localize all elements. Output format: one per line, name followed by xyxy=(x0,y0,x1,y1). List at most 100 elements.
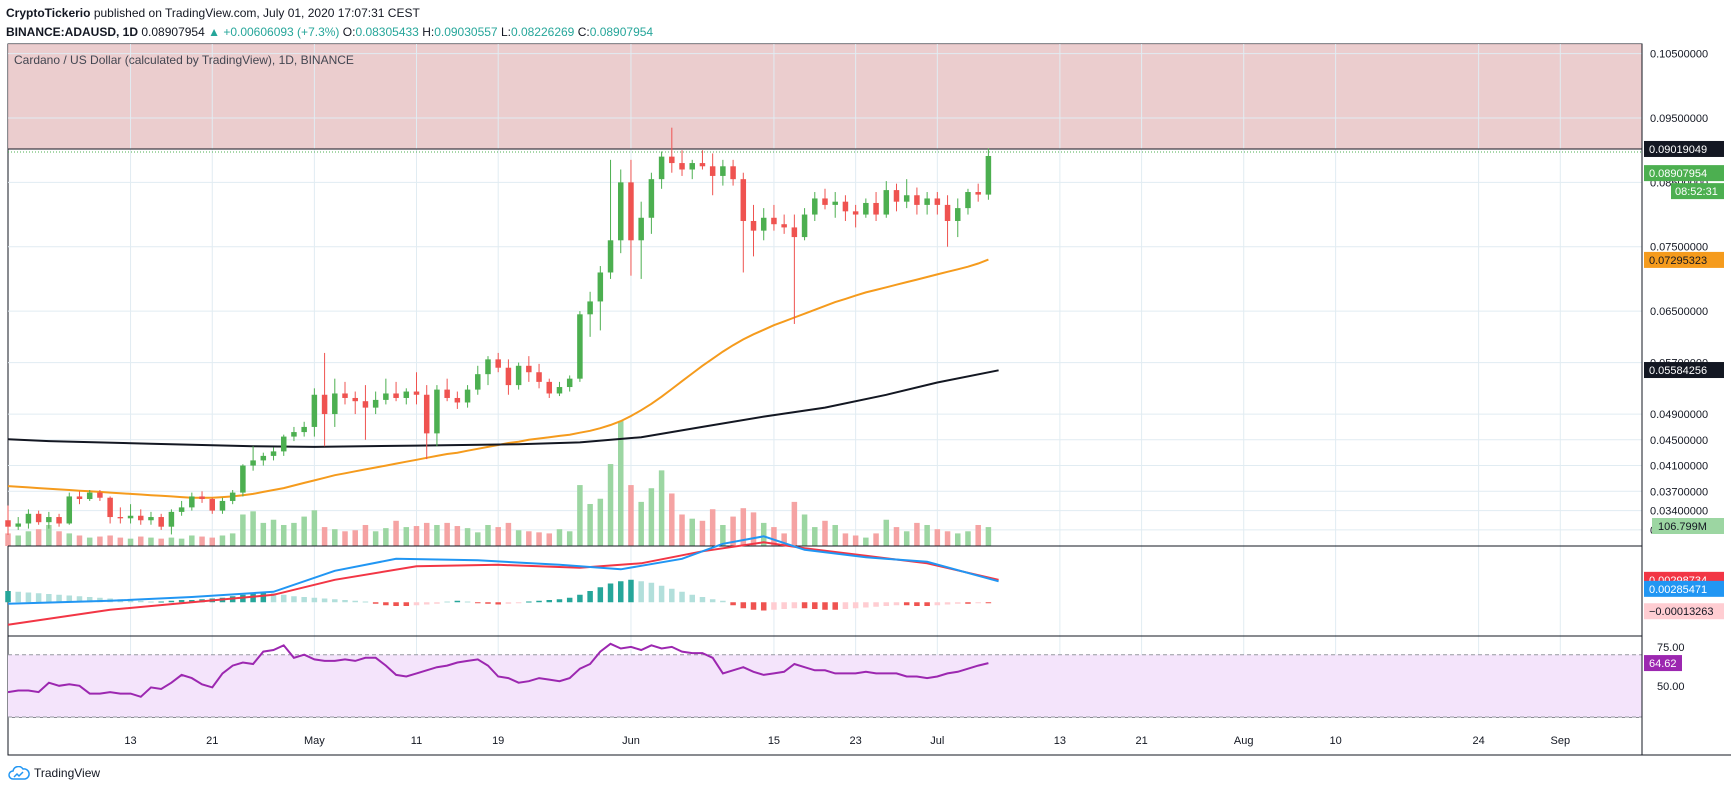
candle-body xyxy=(5,520,11,527)
volume-bar xyxy=(383,528,389,546)
volume-bar xyxy=(372,531,379,546)
price-axis-label: 0.03700000 xyxy=(1650,486,1708,498)
candle-body xyxy=(526,365,532,373)
macd-histogram-bar xyxy=(638,581,644,603)
time-axis-label: 24 xyxy=(1472,735,1484,747)
tradingview-cloud-icon xyxy=(8,766,30,780)
candle-body xyxy=(97,492,103,498)
low-label: L: xyxy=(500,25,511,39)
volume-bar xyxy=(117,537,124,546)
candle-body xyxy=(771,217,777,225)
candle-body xyxy=(750,220,757,231)
published-text: published on TradingView.com, July 01, 2… xyxy=(93,6,420,20)
last-price-label: 0.08907954 xyxy=(1649,168,1707,180)
volume-bar xyxy=(944,531,951,546)
candle-body xyxy=(515,365,522,386)
macd-line xyxy=(7,535,999,605)
macd-histogram-bar xyxy=(505,602,512,604)
volume-bar xyxy=(209,537,215,546)
ma200-line xyxy=(7,369,999,448)
macd-histogram-bar xyxy=(832,602,838,610)
macd-value-label-bg xyxy=(1644,580,1724,597)
candle-body xyxy=(362,401,369,408)
volume-bar xyxy=(863,537,869,546)
publish-info: CryptoTickerio published on TradingView.… xyxy=(6,6,653,21)
time-axis-label: 13 xyxy=(1054,735,1066,747)
candle-body xyxy=(587,301,593,315)
candle-body xyxy=(209,499,215,511)
volume-bar xyxy=(955,533,961,546)
candle-body xyxy=(699,163,706,167)
macd-histogram-bar xyxy=(597,587,604,603)
rsi-band xyxy=(8,654,1642,717)
volume-bar xyxy=(35,529,42,546)
candle-body xyxy=(372,399,379,408)
candle-body xyxy=(863,202,869,215)
candle-body xyxy=(107,497,113,518)
tradingview-logo[interactable]: TradingView xyxy=(8,766,100,780)
volume-bar xyxy=(658,470,665,546)
volume-bar xyxy=(873,533,879,546)
candle-body xyxy=(730,166,736,180)
last-price-label-bg xyxy=(1644,165,1724,182)
volume-bar xyxy=(903,531,910,546)
time-axis-label: May xyxy=(304,735,325,747)
volume-bar xyxy=(760,522,767,546)
candle-body xyxy=(648,179,655,218)
candle-body xyxy=(403,391,410,398)
macd-histogram-bar xyxy=(720,600,726,603)
volume-bar xyxy=(148,537,154,546)
volume-bar xyxy=(526,531,532,546)
macd-histogram-bar xyxy=(66,595,73,603)
candle-body xyxy=(955,208,961,221)
candle-body xyxy=(577,314,583,379)
rsi-axis-label-50: 50.00 xyxy=(1657,681,1685,693)
macd-histogram-bar xyxy=(781,602,787,609)
candle-body xyxy=(250,460,256,466)
plot-frame xyxy=(7,43,1643,756)
candle-body xyxy=(689,163,695,170)
time-axis-label: 21 xyxy=(1135,735,1147,747)
candle-body xyxy=(270,451,277,456)
macd-histogram-bar xyxy=(260,592,267,603)
macd-histogram-bar xyxy=(403,602,410,606)
candle-body xyxy=(965,192,971,209)
candle-body xyxy=(505,367,512,386)
macd-histogram-bar xyxy=(291,596,297,603)
macd-histogram-bar xyxy=(812,602,818,609)
time-axis-label: 21 xyxy=(206,735,218,747)
candle-body xyxy=(975,192,981,195)
volume-bar xyxy=(107,535,113,546)
macd-histogram-bar xyxy=(740,602,747,609)
candle-body xyxy=(280,436,287,452)
macd-histogram-bar xyxy=(924,602,930,606)
volume-bar xyxy=(975,524,981,546)
candle-body xyxy=(260,455,267,461)
ma50-value-label-bg xyxy=(1644,251,1724,268)
volume-bar xyxy=(965,531,971,546)
candle-body xyxy=(148,517,154,521)
candle-body xyxy=(607,240,614,273)
macd-histogram-bar xyxy=(35,593,42,603)
volume-bar xyxy=(679,514,685,546)
macd-histogram-bar xyxy=(362,601,369,603)
macd-histogram-bar xyxy=(648,582,655,603)
macd-histogram-bar xyxy=(985,602,992,604)
candle-body xyxy=(985,155,992,195)
candle-body xyxy=(178,507,185,512)
candle-body xyxy=(720,166,726,176)
price-axis-label: 0.03400000 xyxy=(1650,506,1708,518)
macd-histogram-bar xyxy=(760,602,767,611)
candle-body xyxy=(485,359,491,375)
time-axis-label: 10 xyxy=(1330,735,1342,747)
tradingview-brand: TradingView xyxy=(34,766,101,780)
candle-body xyxy=(475,374,481,390)
publisher-name[interactable]: CryptoTickerio xyxy=(6,6,91,20)
volume-bar xyxy=(924,524,930,546)
macd-histogram-bar xyxy=(628,579,634,603)
candle-body xyxy=(832,201,838,205)
candle-body xyxy=(791,227,798,238)
volume-bar xyxy=(76,535,83,546)
macd-histogram-bar xyxy=(607,583,614,603)
